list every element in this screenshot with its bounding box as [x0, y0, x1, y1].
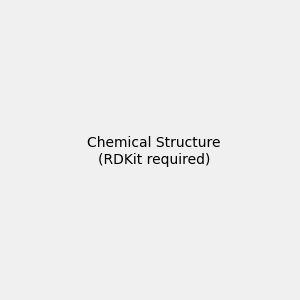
Text: Chemical Structure
(RDKit required): Chemical Structure (RDKit required) — [87, 136, 220, 166]
